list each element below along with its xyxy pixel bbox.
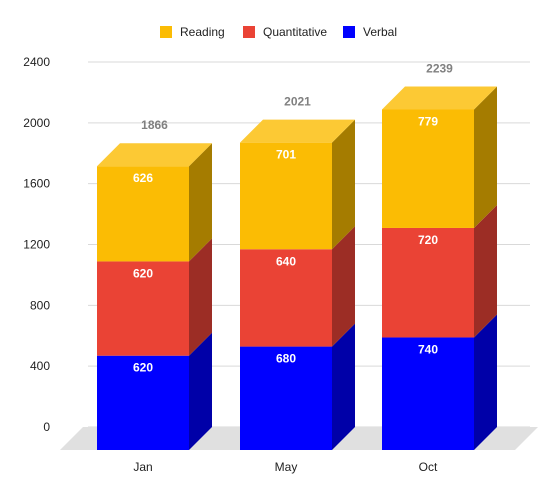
bar-top — [382, 86, 497, 110]
bar-side-verbal — [332, 323, 355, 450]
bar-side-verbal — [474, 314, 497, 450]
bar-segment-verbal — [97, 355, 189, 450]
bar-segment-quantitative — [382, 227, 474, 338]
data-label-reading: 779 — [418, 114, 438, 128]
data-label-reading: 701 — [276, 148, 296, 162]
y-tick-label: 1200 — [23, 238, 50, 252]
legend-swatch-quantitative — [243, 26, 255, 38]
data-label-quantitative: 720 — [418, 233, 438, 247]
bar-segment-quantitative — [240, 249, 332, 347]
y-tick-label: 2000 — [23, 116, 50, 130]
bar-segment-reading — [97, 166, 189, 262]
bar-segment-verbal — [382, 337, 474, 450]
y-tick-label: 0 — [43, 420, 50, 434]
legend-label-quantitative: Quantitative — [263, 25, 327, 39]
bar-top — [97, 143, 212, 167]
bar-side-reading — [332, 119, 355, 250]
y-tick-label: 400 — [30, 359, 50, 373]
bar-group-jan: 620 620 626 1866 — [97, 118, 212, 450]
legend: Reading Quantitative Verbal — [160, 25, 397, 39]
bar-group-may: 680 640 701 2021 — [240, 95, 355, 450]
bar-side-reading — [189, 143, 212, 262]
bars: 620 620 626 1866 680 640 701 2021 740 720 779 2239 — [97, 61, 497, 450]
bar-segment-reading — [382, 109, 474, 228]
y-axis: 0 400 800 1200 1600 2000 2400 — [23, 55, 50, 434]
x-axis: Jan May Oct — [133, 460, 438, 474]
y-tick-label: 1600 — [23, 177, 50, 191]
data-label-reading: 626 — [133, 171, 153, 185]
data-label-verbal: 740 — [418, 342, 438, 356]
total-label: 2239 — [426, 61, 453, 75]
x-tick-label: May — [275, 460, 298, 474]
bar-segment-reading — [240, 142, 332, 250]
legend-swatch-verbal — [343, 26, 355, 38]
legend-label-reading: Reading — [180, 25, 225, 39]
total-label: 1866 — [141, 118, 168, 132]
data-label-verbal: 680 — [276, 352, 296, 366]
data-label-quantitative: 640 — [276, 254, 296, 268]
legend-label-verbal: Verbal — [363, 25, 397, 39]
bar-side-quantitative — [332, 226, 355, 347]
legend-swatch-reading — [160, 26, 172, 38]
total-label: 2021 — [284, 95, 311, 109]
bar-top — [240, 119, 355, 143]
data-label-quantitative: 620 — [133, 266, 153, 280]
bar-group-oct: 740 720 779 2239 — [382, 61, 497, 450]
bar-side-reading — [474, 86, 497, 228]
bar-side-quantitative — [189, 238, 212, 356]
bar-side-quantitative — [474, 204, 497, 338]
bar-segment-verbal — [240, 346, 332, 450]
bar-side-verbal — [189, 332, 212, 450]
x-tick-label: Oct — [419, 460, 438, 474]
bar-segment-quantitative — [97, 261, 189, 356]
y-tick-label: 800 — [30, 298, 50, 312]
data-label-verbal: 620 — [133, 361, 153, 375]
x-tick-label: Jan — [133, 460, 152, 474]
y-tick-label: 2400 — [23, 55, 50, 69]
